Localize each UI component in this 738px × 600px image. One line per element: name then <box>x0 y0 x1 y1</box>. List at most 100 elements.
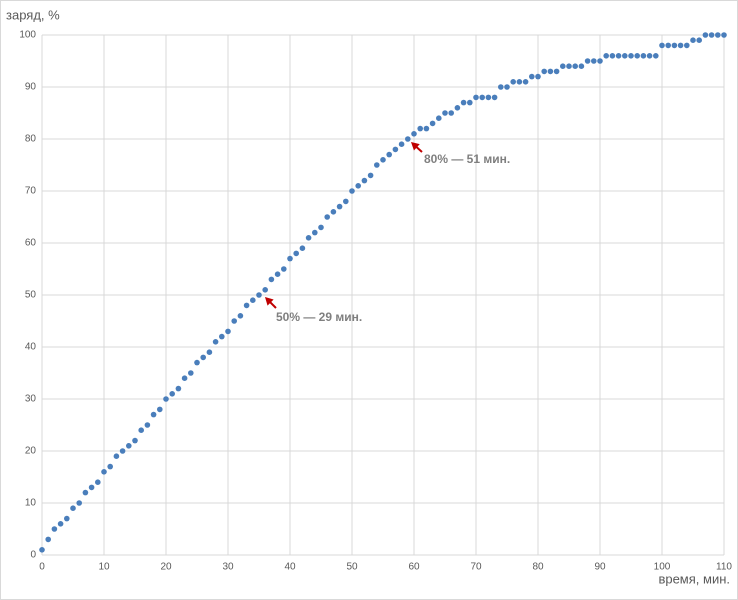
point <box>299 245 306 251</box>
point <box>113 453 120 460</box>
point <box>70 505 76 512</box>
point <box>355 183 362 189</box>
point <box>708 32 715 38</box>
point <box>467 99 473 106</box>
point <box>454 105 461 111</box>
x-tick-label: 0 <box>39 562 45 573</box>
point <box>541 68 547 75</box>
point <box>380 157 386 163</box>
point <box>485 94 492 101</box>
y-tick-label: 10 <box>25 498 37 509</box>
point <box>138 427 144 434</box>
point <box>324 214 331 220</box>
x-tick-label: 90 <box>594 562 606 573</box>
point <box>473 94 479 101</box>
point <box>101 469 107 475</box>
y-tick-label: 30 <box>25 394 37 405</box>
annotation-arrowhead <box>265 297 274 306</box>
point <box>516 79 523 85</box>
point <box>250 297 256 304</box>
point <box>212 339 219 345</box>
point <box>715 32 721 38</box>
y-tick-label: 100 <box>19 30 36 41</box>
point <box>374 162 380 168</box>
point <box>175 385 182 392</box>
point <box>690 37 696 43</box>
point <box>609 53 616 59</box>
x-tick-label: 20 <box>160 562 172 573</box>
point <box>361 177 368 184</box>
y-axis-title: заряд, % <box>6 7 60 22</box>
y-tick-label: 50 <box>25 290 37 301</box>
point <box>305 235 312 241</box>
point <box>88 484 95 491</box>
x-tick-label: 110 <box>716 562 732 573</box>
point <box>231 318 237 324</box>
point <box>665 42 671 49</box>
y-tick-label: 90 <box>25 82 37 93</box>
point <box>57 521 64 527</box>
point <box>225 328 231 335</box>
point <box>281 266 287 272</box>
point <box>194 359 200 366</box>
point <box>330 209 337 215</box>
point <box>659 42 665 49</box>
x-tick-label: 70 <box>470 562 482 573</box>
point <box>293 250 300 257</box>
point <box>553 68 560 75</box>
point <box>169 391 175 397</box>
point <box>64 515 70 522</box>
point <box>256 292 262 298</box>
annotation-arrowhead <box>411 142 420 151</box>
point <box>398 141 405 147</box>
point <box>702 32 709 38</box>
point <box>423 125 430 132</box>
point <box>318 224 324 231</box>
point <box>76 500 82 506</box>
point <box>640 53 647 59</box>
point <box>603 53 609 59</box>
point <box>535 73 541 80</box>
point <box>336 203 343 210</box>
point <box>268 276 275 283</box>
point <box>460 99 467 106</box>
y-tick-label: 0 <box>30 550 36 561</box>
point <box>405 136 411 142</box>
x-tick-label: 60 <box>408 562 420 573</box>
y-tick-label: 20 <box>25 446 37 457</box>
point <box>522 79 529 85</box>
point <box>429 120 436 127</box>
point <box>671 42 678 49</box>
point <box>653 53 659 59</box>
point <box>262 287 269 293</box>
point <box>237 313 244 319</box>
point <box>448 110 455 116</box>
x-axis-title: время, мин. <box>658 571 730 586</box>
point <box>343 198 349 205</box>
point <box>200 354 206 361</box>
point <box>144 422 151 428</box>
y-tick-label: 80 <box>25 134 37 145</box>
point <box>479 94 486 101</box>
point <box>163 396 169 402</box>
point <box>367 172 374 179</box>
point <box>436 115 442 121</box>
point <box>578 63 585 69</box>
point <box>684 42 690 49</box>
point <box>584 58 591 64</box>
x-tick-label: 10 <box>98 562 110 573</box>
point <box>219 333 225 340</box>
point <box>622 53 628 59</box>
y-tick-label: 70 <box>25 186 37 197</box>
point <box>82 489 89 496</box>
point <box>312 229 318 236</box>
point <box>504 84 510 90</box>
point <box>243 302 250 309</box>
point <box>188 370 194 376</box>
point <box>39 547 45 553</box>
point <box>411 131 417 137</box>
annotation: 80% — 51 мин. <box>424 152 510 166</box>
point <box>547 68 554 75</box>
y-tick-label: 40 <box>25 342 37 353</box>
